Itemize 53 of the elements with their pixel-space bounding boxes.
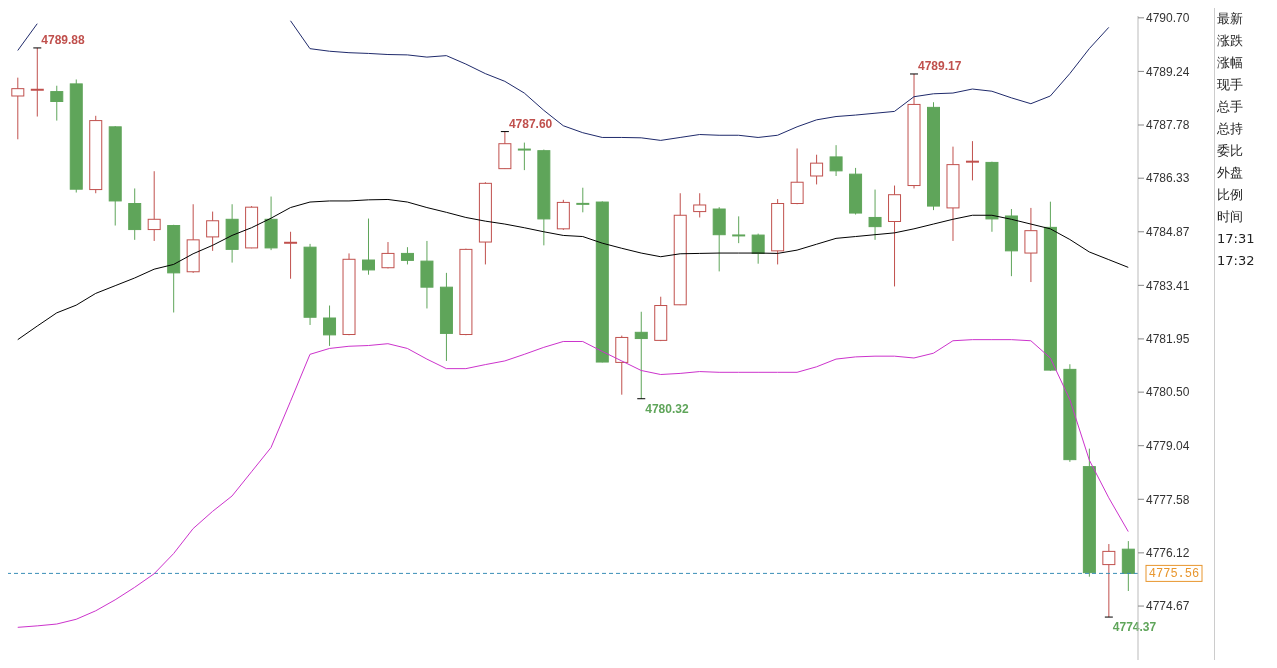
candlestick [323, 305, 337, 347]
text: 最新 [1217, 10, 1244, 28]
line-series [17, 198, 1129, 341]
y-tick-label: 4779.04 [1146, 438, 1190, 453]
annotation: 4789.88 [41, 32, 85, 47]
text: 17:32 [1217, 252, 1256, 270]
annotation: 4780.32 [645, 401, 689, 416]
y-tick-label: 4781.95 [1146, 332, 1190, 347]
candlestick [634, 311, 648, 400]
candlestick [1024, 207, 1038, 283]
candlestick [50, 85, 64, 122]
text: 总持 [1217, 120, 1244, 138]
text: 总手 [1217, 98, 1244, 116]
text: 现手 [1217, 76, 1244, 94]
candlestick [575, 187, 591, 213]
y-tick-label: 4776.12 [1146, 546, 1190, 561]
candlestick [362, 218, 375, 276]
ref-line-label: 4775.56 [1148, 567, 1200, 582]
candlestick [11, 77, 25, 140]
candlestick [1102, 543, 1116, 618]
candlestick [693, 192, 707, 218]
candlestick [147, 170, 161, 242]
candlestick [829, 144, 843, 177]
text: 17:31 [1217, 230, 1256, 248]
y-tick-label: 4790.70 [1146, 11, 1190, 26]
annotation: 4789.17 [918, 58, 962, 73]
y-tick-label: 4780.50 [1146, 385, 1190, 400]
y-tick-label: 4774.67 [1146, 599, 1190, 614]
text: 委比 [1217, 142, 1244, 160]
candlestick [810, 154, 824, 185]
candlestick [731, 215, 747, 244]
candlestick [516, 142, 532, 171]
text: 涨跌 [1217, 32, 1244, 50]
text: 外盘 [1217, 164, 1244, 182]
y-tick-label: 4784.87 [1146, 225, 1190, 240]
y-tick-label: 4786.33 [1146, 171, 1190, 186]
candlestick [283, 231, 299, 280]
text: 涨幅 [1217, 54, 1244, 72]
candlestick [381, 241, 395, 269]
y-tick-label: 4787.78 [1146, 118, 1190, 133]
candlestick [790, 147, 804, 205]
candlestick [868, 189, 882, 241]
candlestick [751, 233, 765, 265]
text: 比例 [1217, 186, 1244, 204]
candlestick [964, 140, 980, 181]
y-tick-label: 4789.24 [1146, 64, 1190, 79]
y-tick-label: 4777.58 [1146, 492, 1190, 507]
candlestick [29, 47, 45, 118]
text: 时间 [1217, 208, 1244, 226]
annotation: 4774.37 [1112, 620, 1157, 635]
annotation: 4787.60 [508, 116, 553, 131]
candlestick [206, 211, 220, 252]
y-tick-label: 4783.41 [1146, 278, 1190, 293]
